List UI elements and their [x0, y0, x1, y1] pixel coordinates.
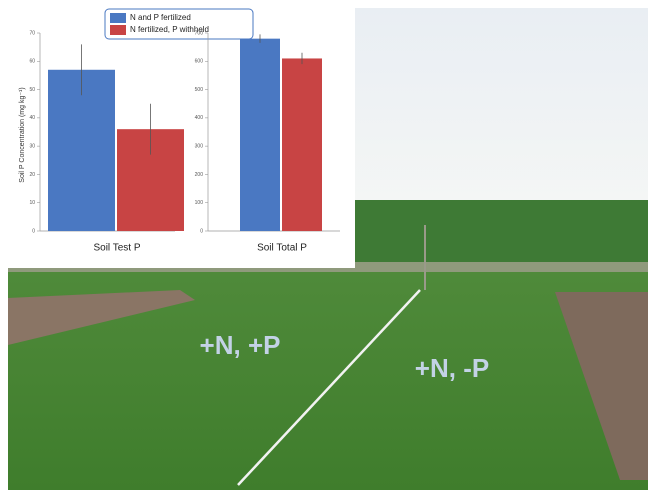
legend-swatch [110, 25, 126, 35]
x-tick-label: Soil Test P [93, 243, 140, 254]
y-tick-label: 300 [195, 143, 204, 149]
photo-label: +N, -P [415, 353, 489, 383]
legend-swatch [110, 13, 126, 23]
bar [282, 58, 322, 231]
x-tick-label: Soil Total P [257, 243, 307, 254]
legend-label: N and P fertilized [130, 13, 191, 22]
y-tick-label: 0 [32, 228, 35, 234]
y-tick-label: 70 [29, 30, 35, 36]
y-tick-label: 40 [29, 115, 35, 121]
y-tick-label: 0 [200, 228, 203, 234]
y-axis-label: Soil P Concentration (mg kg⁻¹) [19, 87, 26, 182]
y-tick-label: 20 [29, 172, 35, 178]
y-tick-label: 200 [195, 172, 204, 178]
y-tick-label: 30 [29, 143, 35, 149]
y-tick-label: 700 [195, 30, 204, 36]
photo-label: +N, +P [200, 330, 281, 360]
y-tick-label: 400 [195, 115, 204, 121]
y-tick-label: 600 [195, 59, 204, 65]
figure: +N, +P +N, -P N and P fertilizedN fertil… [0, 0, 649, 494]
y-tick-label: 60 [29, 59, 35, 65]
y-tick-label: 100 [195, 200, 204, 206]
y-tick-label: 500 [195, 87, 204, 93]
bar [240, 39, 280, 231]
y-tick-label: 50 [29, 87, 35, 93]
y-tick-label: 10 [29, 200, 35, 206]
